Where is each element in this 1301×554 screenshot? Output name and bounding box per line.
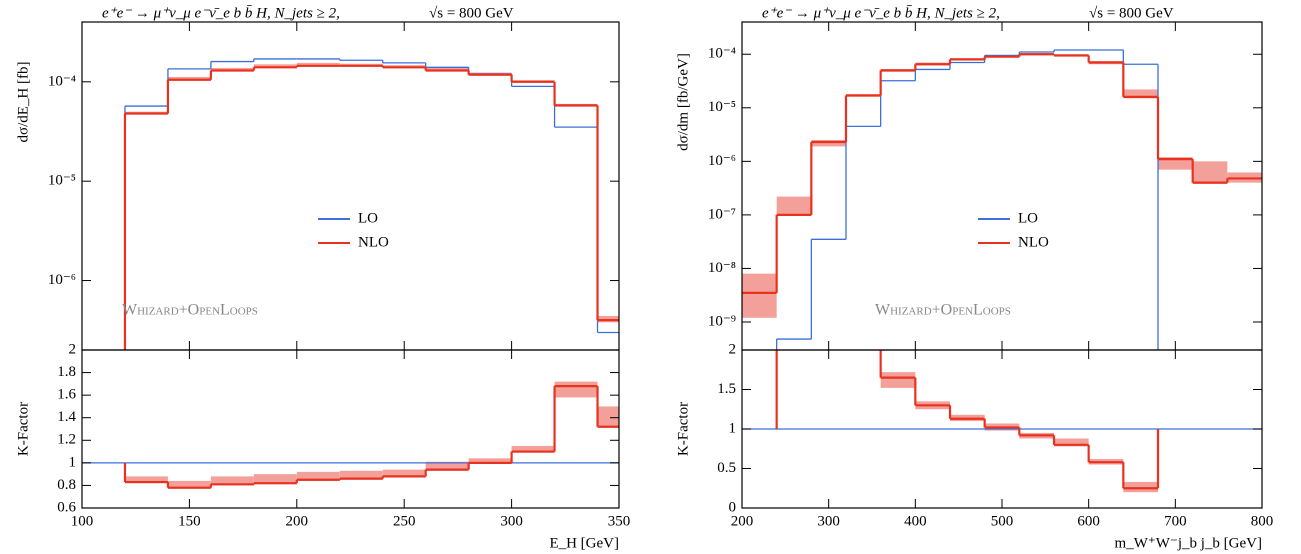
x-tick-label: 700 [1164,513,1187,529]
y-axis-label: K-Factor [675,402,691,456]
legend-label: LO [1018,210,1038,226]
x-tick-label: 800 [1251,513,1274,529]
y-tick-label: 10⁻⁶ [48,272,76,288]
y-axis-label: K-Factor [15,402,31,456]
x-tick-label: 200 [286,513,309,529]
x-tick-label: 500 [991,513,1014,529]
uncertainty-band [124,476,168,484]
plot-area [123,58,619,350]
chart-subtitle: √s = 800 GeV [1089,5,1174,21]
x-tick-label: 300 [817,513,840,529]
y-tick-label: 10⁻⁴ [48,73,76,89]
x-tick-label: 200 [731,513,754,529]
x-tick-label: 150 [178,513,201,529]
uncertainty-band [425,461,469,471]
y-tick-label: 10⁻⁵ [48,173,76,189]
x-tick-label: 350 [608,513,631,529]
y-tick-label: 1.6 [57,387,76,403]
y-tick-label: 0.8 [57,477,76,493]
uncertainty-band [597,406,619,427]
x-axis-label: E_H [GeV] [549,535,619,551]
x-tick-label: 600 [1077,513,1100,529]
uncertainty-band [210,476,254,486]
uncertainty-band [468,458,512,464]
y-tick-label: 10⁻⁶ [708,153,736,169]
y-tick-label: 1.2 [57,432,76,448]
x-tick-label: 100 [71,513,94,529]
chart-title: e⁺e⁻ → μ⁺ν_μ e⁻ν̄_e b b̄ H, N_jets ≥ 2, [102,5,340,21]
watermark: Whizard+OpenLoops [875,302,1011,319]
y-tick-label: 1.5 [717,381,736,397]
uncertainty-band [811,140,846,147]
x-axis-label: m_W⁺W⁻j_b j_b [GeV] [1115,535,1262,551]
uncertainty-band [742,273,777,318]
y-tick-label: 0.5 [717,460,736,476]
plot-area [742,350,1262,493]
y-tick-label: 2 [729,341,737,357]
plot-area [742,49,1262,350]
watermark: Whizard+OpenLoops [122,302,258,319]
y-tick-label: 0 [729,499,737,515]
plot-area [82,381,619,489]
y-axis-label: dσ/dE_H [fb] [15,62,31,143]
uncertainty-band [1054,438,1089,447]
y-tick-label: 2 [69,341,77,357]
uncertainty-band [253,474,297,485]
legend-label: NLO [1018,234,1049,250]
legend-label: LO [358,210,378,226]
uncertainty-band [167,480,211,489]
y-tick-label: 10⁻⁷ [708,206,736,222]
uncertainty-band [880,372,916,388]
y-tick-label: 10⁻⁵ [708,99,736,115]
y-tick-label: 1.8 [57,364,76,380]
uncertainty-band [296,471,340,481]
uncertainty-band [554,381,598,398]
y-tick-label: 0.6 [57,499,76,515]
frame [81,349,620,509]
chart-title: e⁺e⁻ → μ⁺ν_μ e⁻ν̄_e b b̄ H, N_jets ≥ 2, [762,5,1000,21]
x-tick-label: 400 [904,513,927,529]
legend-label: NLO [358,234,389,250]
y-tick-label: 1.4 [57,409,76,425]
y-tick-label: 10⁻⁴ [708,46,736,62]
uncertainty-band [511,445,555,453]
uncertainty-band [339,470,383,480]
x-tick-label: 250 [393,513,416,529]
uncertainty-band [382,469,426,478]
y-axis-label: dσ/dm [fb/GeV] [675,53,691,151]
chart-subtitle: √s = 800 GeV [429,5,514,21]
y-tick-label: 1 [729,420,737,436]
uncertainty-band [253,64,297,68]
y-tick-label: 1 [69,454,77,470]
uncertainty-band [1123,89,1158,99]
uncertainty-band [1123,481,1158,493]
y-tick-label: 10⁻⁹ [708,313,736,329]
y-tick-label: 10⁻⁸ [708,260,736,276]
uncertainty-band [1192,161,1228,184]
uncertainty-band [1158,157,1193,170]
uncertainty-band [776,196,812,215]
x-tick-label: 300 [500,513,523,529]
